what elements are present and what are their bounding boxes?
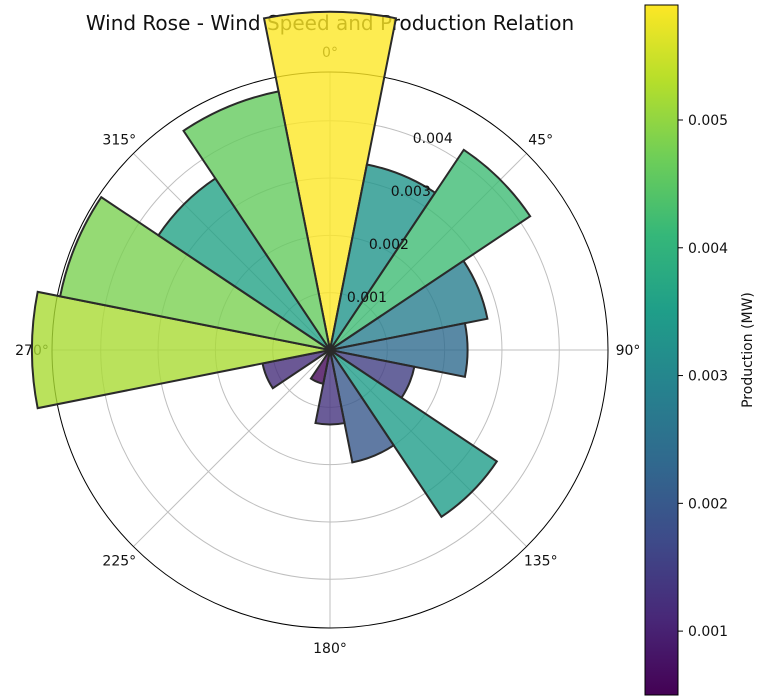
- wind-bar: [309, 349, 331, 385]
- wind-bar: [31, 290, 331, 410]
- colorbar-tick-label: 0.002: [688, 496, 728, 512]
- radial-tick-labels: 0.001 0.002 0.003 0.004: [347, 131, 453, 306]
- colorbar-label: Production (MW): [740, 292, 756, 408]
- wind-bar: [329, 259, 489, 351]
- angle-tick-label: 90°: [616, 343, 641, 359]
- wind-bar: [329, 349, 396, 464]
- angle-tick-label: 315°: [102, 132, 136, 148]
- angular-grid-line: [133, 349, 331, 547]
- wind-bar: [329, 321, 469, 379]
- angle-tick-label: 135°: [524, 554, 558, 570]
- wind-bar: [58, 195, 331, 351]
- colorbar-tick-label: 0.001: [688, 624, 728, 640]
- wind-bar: [314, 349, 346, 426]
- colorbar-gradient: [644, 4, 679, 696]
- angle-tick-label: 225°: [102, 554, 136, 570]
- wind-bar: [329, 349, 499, 519]
- wind-bar: [262, 10, 398, 351]
- colorbar-tick-label: 0.005: [688, 113, 728, 129]
- wind-bars: [31, 10, 532, 519]
- radial-tick-label: 0.002: [369, 237, 409, 253]
- radial-tick-label: 0.004: [413, 131, 453, 147]
- colorbar-tick-label: 0.003: [688, 369, 728, 385]
- wind-bar: [329, 148, 532, 351]
- wind-bar: [182, 90, 331, 351]
- colorbar-tick-label: 0.004: [688, 241, 728, 257]
- angle-tick-label: 180°: [313, 641, 347, 657]
- angle-tick-label: 45°: [528, 132, 553, 148]
- radial-tick-label: 0.001: [347, 290, 387, 306]
- radial-tick-label: 0.003: [391, 184, 431, 200]
- colorbar: 0.001 0.002 0.003 0.004 0.005 Production (MW): [644, 4, 756, 696]
